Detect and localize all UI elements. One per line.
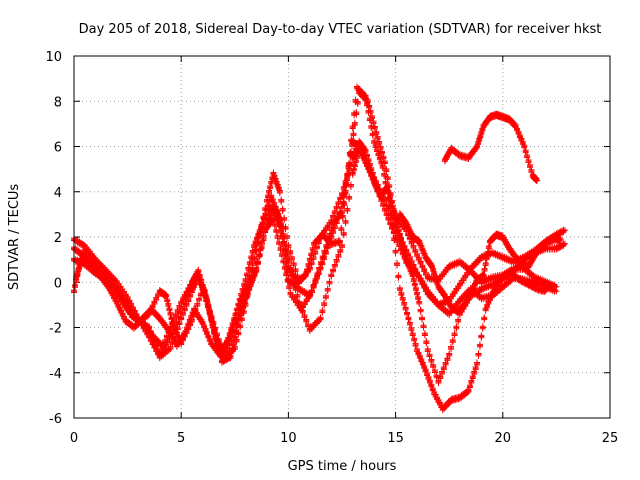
data-point [333, 258, 340, 265]
y-tick-label: 4 [54, 186, 62, 201]
data-point [167, 346, 174, 353]
data-point [339, 244, 345, 251]
data-point [333, 205, 340, 212]
chart-title: Day 205 of 2018, Sidereal Day-to-day VTE… [79, 22, 602, 37]
data-point [331, 225, 338, 232]
y-tick-label: 2 [54, 231, 62, 246]
data-point [196, 297, 203, 304]
data-point [349, 171, 356, 178]
data-point [276, 189, 283, 196]
data-point [153, 297, 160, 304]
data-point [290, 262, 297, 269]
series-track-6 [441, 110, 541, 184]
data-point [346, 195, 353, 202]
data-point [321, 302, 328, 309]
data-point [337, 249, 344, 256]
data-point [347, 183, 354, 190]
data-point [350, 167, 357, 174]
data-point [561, 227, 568, 234]
y-tick-label: -4 [49, 367, 62, 382]
x-tick-label: 0 [70, 431, 78, 446]
grid [74, 56, 610, 418]
data-point [151, 300, 158, 307]
data-point [288, 256, 295, 263]
y-tick-label: 0 [54, 276, 62, 291]
data-point [268, 180, 275, 187]
data-point [331, 263, 338, 270]
y-tick-label: 10 [45, 50, 62, 65]
x-tick-label: 5 [177, 431, 185, 446]
data-point [335, 201, 342, 208]
x-tick-label: 10 [280, 431, 297, 446]
data-point [267, 185, 274, 192]
data-point [326, 280, 333, 287]
data-point [279, 208, 286, 215]
data-point [340, 232, 347, 239]
data-point [294, 294, 301, 301]
data-point [330, 268, 337, 275]
x-tick-labels: 0 5 10 15 20 25 [70, 431, 618, 446]
data-point [342, 220, 349, 227]
data-point [287, 250, 294, 257]
data-point [337, 196, 344, 203]
data-point [354, 155, 361, 162]
y-tick-label: -6 [49, 412, 62, 427]
data-points [71, 83, 568, 414]
data-point [344, 208, 351, 215]
data-point [194, 303, 201, 310]
y-tick-label: 8 [54, 95, 62, 110]
data-point [324, 287, 331, 294]
x-tick-label: 25 [602, 431, 619, 446]
data-point [328, 273, 335, 280]
data-point [154, 293, 161, 300]
y-tick-label: 6 [54, 141, 62, 156]
data-point [335, 254, 342, 261]
data-point [322, 295, 329, 302]
data-point [352, 159, 359, 166]
y-tick-label: -2 [49, 322, 62, 337]
data-point [317, 316, 324, 323]
data-point [233, 338, 240, 345]
data-point [351, 163, 358, 170]
x-tick-label: 20 [495, 431, 512, 446]
series-track-5 [71, 83, 549, 414]
x-tick-label: 15 [387, 431, 404, 446]
data-point [319, 309, 326, 316]
data-point [278, 199, 285, 205]
data-point [156, 352, 163, 359]
y-tick-labels: -6 -4 -2 0 2 4 6 8 10 [45, 50, 62, 427]
data-point [331, 210, 338, 217]
